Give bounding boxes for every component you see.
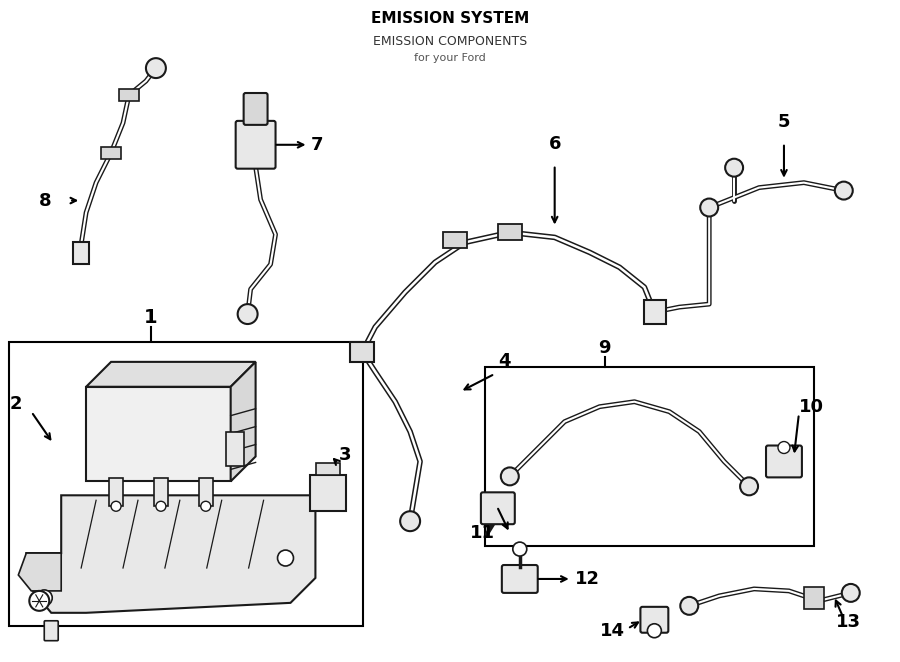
FancyBboxPatch shape: [766, 446, 802, 477]
Text: 3: 3: [338, 446, 351, 465]
Text: 1: 1: [144, 308, 158, 327]
Text: 8: 8: [40, 191, 52, 210]
Bar: [226, 432, 244, 467]
Circle shape: [201, 501, 211, 511]
Polygon shape: [18, 553, 61, 591]
Text: 9: 9: [598, 339, 611, 357]
Circle shape: [842, 584, 859, 602]
Circle shape: [146, 58, 166, 78]
Circle shape: [700, 199, 718, 216]
Bar: [498, 224, 522, 240]
Circle shape: [500, 467, 518, 485]
Bar: [154, 479, 168, 506]
Circle shape: [835, 181, 853, 199]
Circle shape: [30, 591, 50, 611]
Bar: [310, 475, 346, 511]
Circle shape: [238, 304, 257, 324]
Bar: [199, 479, 212, 506]
Bar: [804, 587, 824, 609]
Polygon shape: [26, 495, 315, 613]
Text: 2: 2: [10, 395, 22, 412]
Bar: [317, 463, 340, 475]
Text: 4: 4: [499, 352, 511, 370]
Circle shape: [156, 501, 166, 511]
Circle shape: [725, 159, 743, 177]
Text: 12: 12: [574, 570, 599, 588]
Bar: [485, 367, 814, 546]
Text: 11: 11: [470, 524, 495, 542]
Text: 5: 5: [778, 113, 790, 131]
Text: 13: 13: [836, 613, 861, 631]
FancyBboxPatch shape: [641, 607, 669, 633]
Circle shape: [740, 477, 758, 495]
Circle shape: [778, 442, 790, 453]
Text: 14: 14: [599, 622, 625, 639]
Text: EMISSION COMPONENTS: EMISSION COMPONENTS: [373, 34, 527, 48]
FancyBboxPatch shape: [244, 93, 267, 125]
Circle shape: [513, 542, 526, 556]
Polygon shape: [86, 362, 256, 387]
Bar: [9, 342, 364, 626]
Circle shape: [400, 511, 420, 531]
Bar: [109, 479, 123, 506]
Circle shape: [647, 624, 662, 638]
FancyBboxPatch shape: [502, 565, 537, 593]
Polygon shape: [230, 362, 256, 481]
FancyBboxPatch shape: [236, 121, 275, 169]
Bar: [443, 232, 467, 248]
Text: 6: 6: [548, 135, 561, 153]
Text: 7: 7: [310, 136, 323, 154]
Circle shape: [277, 550, 293, 566]
Bar: [86, 387, 230, 481]
Bar: [119, 89, 139, 101]
Circle shape: [111, 501, 121, 511]
Text: 10: 10: [799, 398, 824, 416]
Bar: [350, 342, 374, 362]
Circle shape: [36, 590, 52, 606]
Circle shape: [680, 597, 698, 615]
Text: EMISSION SYSTEM: EMISSION SYSTEM: [371, 11, 529, 26]
Bar: [73, 242, 89, 264]
FancyBboxPatch shape: [481, 493, 515, 524]
FancyBboxPatch shape: [44, 621, 58, 641]
Bar: [644, 300, 666, 324]
Text: for your Ford: for your Ford: [414, 53, 486, 63]
Bar: [101, 147, 121, 159]
